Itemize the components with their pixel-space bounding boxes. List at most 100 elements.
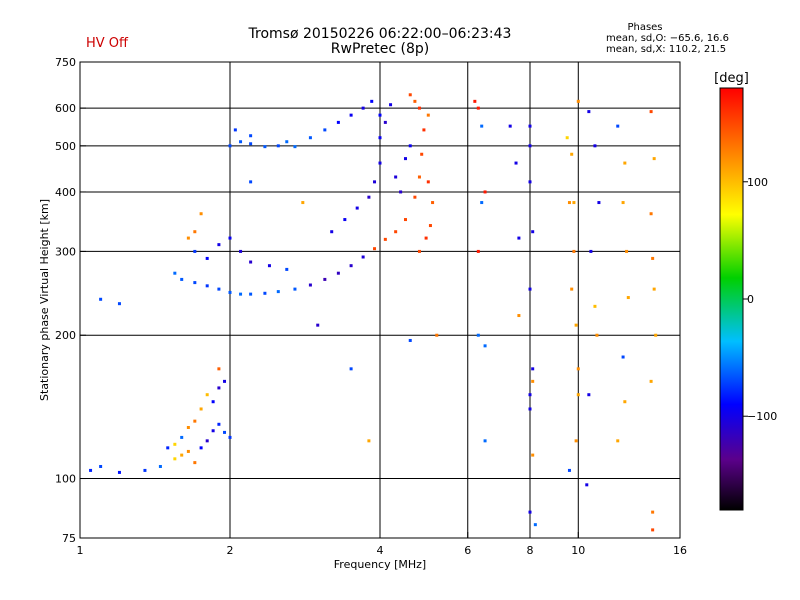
data-point xyxy=(211,400,215,404)
data-point xyxy=(166,446,170,450)
data-point xyxy=(180,277,184,281)
y-tick-label: 600 xyxy=(55,102,76,115)
data-point xyxy=(483,344,487,348)
axis-ticks: 1 2 4 6 8 10 16 75 100 200 300 400 500 600 750 xyxy=(55,56,687,557)
data-point xyxy=(217,422,221,426)
data-point xyxy=(373,247,377,251)
data-point xyxy=(285,267,289,271)
data-point xyxy=(593,304,597,308)
data-point xyxy=(651,510,655,514)
data-point xyxy=(217,386,221,390)
data-point xyxy=(158,464,162,468)
data-point xyxy=(587,393,591,397)
data-point xyxy=(383,120,387,124)
data-point xyxy=(394,175,398,179)
data-point xyxy=(595,333,599,337)
data-point xyxy=(649,110,653,114)
data-point xyxy=(276,144,280,148)
data-point xyxy=(652,157,656,161)
data-point xyxy=(228,144,232,148)
data-point xyxy=(89,468,93,472)
y-tick-label: 300 xyxy=(55,245,76,258)
data-point xyxy=(420,152,424,156)
x-tick-label: 6 xyxy=(464,544,471,557)
data-point xyxy=(473,99,477,103)
data-point xyxy=(276,290,280,294)
data-point xyxy=(228,435,232,439)
data-point xyxy=(585,483,589,487)
data-point xyxy=(572,201,576,205)
data-point xyxy=(193,281,197,285)
data-point xyxy=(349,113,353,117)
x-tick-label: 10 xyxy=(571,544,585,557)
data-point xyxy=(323,277,327,281)
data-point xyxy=(217,243,221,247)
data-point xyxy=(293,145,297,149)
data-point xyxy=(199,212,203,216)
data-point xyxy=(117,470,121,474)
data-point xyxy=(417,249,421,253)
data-point xyxy=(199,407,203,411)
data-point xyxy=(349,367,353,371)
y-tick-label: 750 xyxy=(55,56,76,69)
data-point xyxy=(528,144,532,148)
data-point xyxy=(249,180,253,184)
data-point xyxy=(476,249,480,253)
data-point xyxy=(205,393,209,397)
data-point xyxy=(426,180,430,184)
data-point xyxy=(654,333,658,337)
data-point xyxy=(301,201,305,205)
phases-o-line: mean, sd,O: −65.6, 16.6 xyxy=(606,33,729,44)
data-point xyxy=(285,140,289,144)
data-point xyxy=(355,206,359,210)
data-point xyxy=(336,271,340,275)
data-point xyxy=(323,128,327,132)
data-point xyxy=(597,201,601,205)
data-point xyxy=(180,453,184,457)
data-point xyxy=(531,230,535,234)
data-point xyxy=(531,379,535,383)
data-point xyxy=(205,256,209,260)
data-point xyxy=(422,128,426,132)
data-point xyxy=(403,218,407,222)
y-tick-label: 400 xyxy=(55,186,76,199)
data-point xyxy=(528,180,532,184)
y-axis-label: Stationary phase Virtual Height [km] xyxy=(38,199,51,401)
y-tick-label: 500 xyxy=(55,140,76,153)
chart-title: Tromsø 20150226 06:22:00–06:23:43 xyxy=(248,26,512,42)
data-point xyxy=(173,271,177,275)
data-point xyxy=(574,323,578,327)
colorbar-ticks: 100 0 −100 xyxy=(743,176,777,423)
x-tick-label: 1 xyxy=(77,544,84,557)
x-tick-label: 2 xyxy=(227,544,234,557)
data-point xyxy=(623,161,627,165)
data-point xyxy=(570,152,574,156)
data-point xyxy=(508,124,512,128)
data-point xyxy=(514,161,518,165)
data-point xyxy=(370,99,374,103)
x-tick-label: 4 xyxy=(377,544,384,557)
data-point xyxy=(408,93,412,97)
data-point xyxy=(431,201,435,205)
data-point xyxy=(316,323,320,327)
data-point xyxy=(517,236,521,240)
data-point xyxy=(435,333,439,337)
data-point xyxy=(533,523,537,527)
data-point xyxy=(531,453,535,457)
data-point xyxy=(330,230,334,234)
data-point xyxy=(576,99,580,103)
data-point xyxy=(378,113,382,117)
data-point xyxy=(173,442,177,446)
y-tick-label: 200 xyxy=(55,329,76,342)
data-point xyxy=(565,136,569,140)
data-point xyxy=(426,113,430,117)
data-point xyxy=(651,528,655,532)
colorbar xyxy=(719,87,744,511)
data-point xyxy=(649,379,653,383)
data-point xyxy=(408,338,412,342)
data-point xyxy=(293,287,297,291)
data-point xyxy=(249,134,253,138)
x-tick-label: 16 xyxy=(673,544,687,557)
data-point xyxy=(399,190,403,194)
